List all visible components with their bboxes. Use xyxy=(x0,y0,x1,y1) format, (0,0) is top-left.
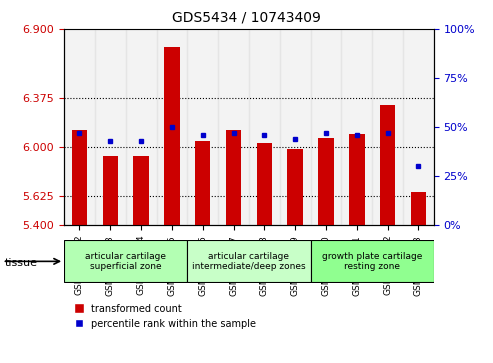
FancyBboxPatch shape xyxy=(187,240,311,282)
Bar xyxy=(95,29,126,225)
Bar xyxy=(249,29,280,225)
Bar xyxy=(164,47,179,225)
Bar xyxy=(287,149,303,225)
Bar xyxy=(226,130,241,225)
Text: articular cartilage
superficial zone: articular cartilage superficial zone xyxy=(85,252,166,271)
Bar xyxy=(372,29,403,225)
Bar xyxy=(403,29,434,225)
Bar xyxy=(218,29,249,225)
Bar xyxy=(411,192,426,225)
Bar xyxy=(126,29,157,225)
Bar xyxy=(72,130,87,225)
Bar xyxy=(311,29,341,225)
Legend: transformed count, percentile rank within the sample: transformed count, percentile rank withi… xyxy=(69,299,261,334)
Bar xyxy=(280,29,311,225)
Bar xyxy=(187,29,218,225)
FancyBboxPatch shape xyxy=(311,240,434,282)
Bar xyxy=(257,143,272,225)
Bar xyxy=(64,29,95,225)
Bar xyxy=(341,29,372,225)
Text: growth plate cartilage
resting zone: growth plate cartilage resting zone xyxy=(322,252,423,271)
Bar xyxy=(157,29,187,225)
Text: articular cartilage
intermediate/deep zones: articular cartilage intermediate/deep zo… xyxy=(192,252,306,271)
Bar xyxy=(103,156,118,225)
Text: GDS5434 / 10743409: GDS5434 / 10743409 xyxy=(172,11,321,25)
FancyBboxPatch shape xyxy=(64,240,187,282)
Bar xyxy=(134,156,149,225)
Bar xyxy=(195,142,211,225)
Text: tissue: tissue xyxy=(5,258,38,268)
Bar xyxy=(349,134,364,225)
Bar xyxy=(318,138,334,225)
Bar xyxy=(380,105,395,225)
